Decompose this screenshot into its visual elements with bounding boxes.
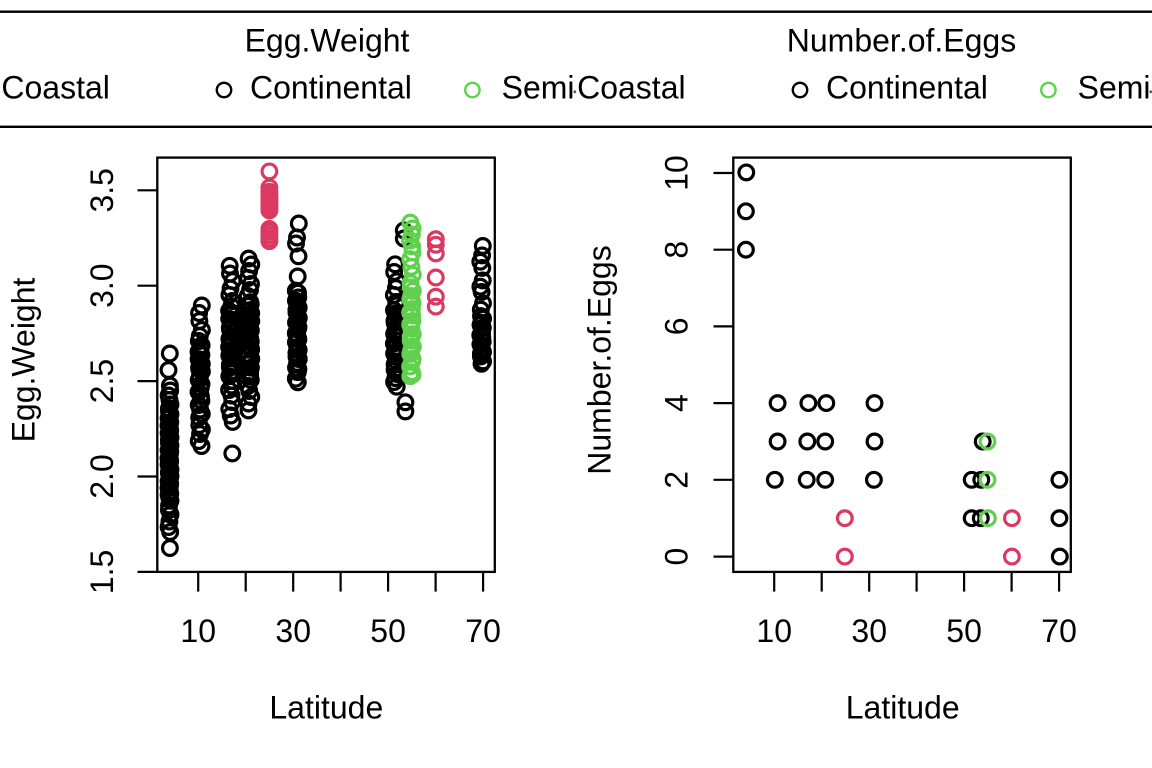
svg-text:Latitude: Latitude bbox=[846, 689, 960, 725]
svg-text:30: 30 bbox=[275, 613, 311, 649]
svg-text:3.0: 3.0 bbox=[84, 263, 120, 307]
svg-text:70: 70 bbox=[465, 613, 501, 649]
svg-text:Egg.Weight: Egg.Weight bbox=[245, 23, 410, 59]
svg-text:50: 50 bbox=[370, 613, 406, 649]
svg-text:Latitude: Latitude bbox=[269, 689, 383, 725]
svg-text:Coastal: Coastal bbox=[1, 69, 110, 105]
svg-text:Semi: Semi bbox=[1078, 69, 1151, 105]
svg-text:10: 10 bbox=[756, 613, 792, 649]
svg-text:1.5: 1.5 bbox=[84, 550, 120, 594]
svg-text:Continental: Continental bbox=[826, 69, 988, 105]
svg-text:4: 4 bbox=[659, 394, 695, 412]
svg-text:50: 50 bbox=[946, 613, 982, 649]
svg-text:2.5: 2.5 bbox=[84, 359, 120, 403]
svg-text:10: 10 bbox=[659, 155, 695, 191]
svg-text:Semi: Semi bbox=[502, 69, 575, 105]
svg-text:0: 0 bbox=[659, 548, 695, 566]
svg-text:2.0: 2.0 bbox=[84, 454, 120, 498]
svg-text:Number.of.Eggs: Number.of.Eggs bbox=[582, 245, 618, 474]
svg-text:3.5: 3.5 bbox=[84, 168, 120, 212]
svg-text:70: 70 bbox=[1041, 613, 1077, 649]
svg-text:Continental: Continental bbox=[250, 69, 412, 105]
svg-text:Egg.Weight: Egg.Weight bbox=[6, 277, 42, 442]
svg-text:2: 2 bbox=[659, 471, 695, 489]
svg-text:10: 10 bbox=[180, 613, 216, 649]
svg-text:Number.of.Eggs: Number.of.Eggs bbox=[787, 23, 1016, 59]
svg-text:Coastal: Coastal bbox=[577, 69, 686, 105]
svg-text:8: 8 bbox=[659, 241, 695, 259]
svg-text:30: 30 bbox=[851, 613, 887, 649]
svg-text:6: 6 bbox=[659, 318, 695, 336]
